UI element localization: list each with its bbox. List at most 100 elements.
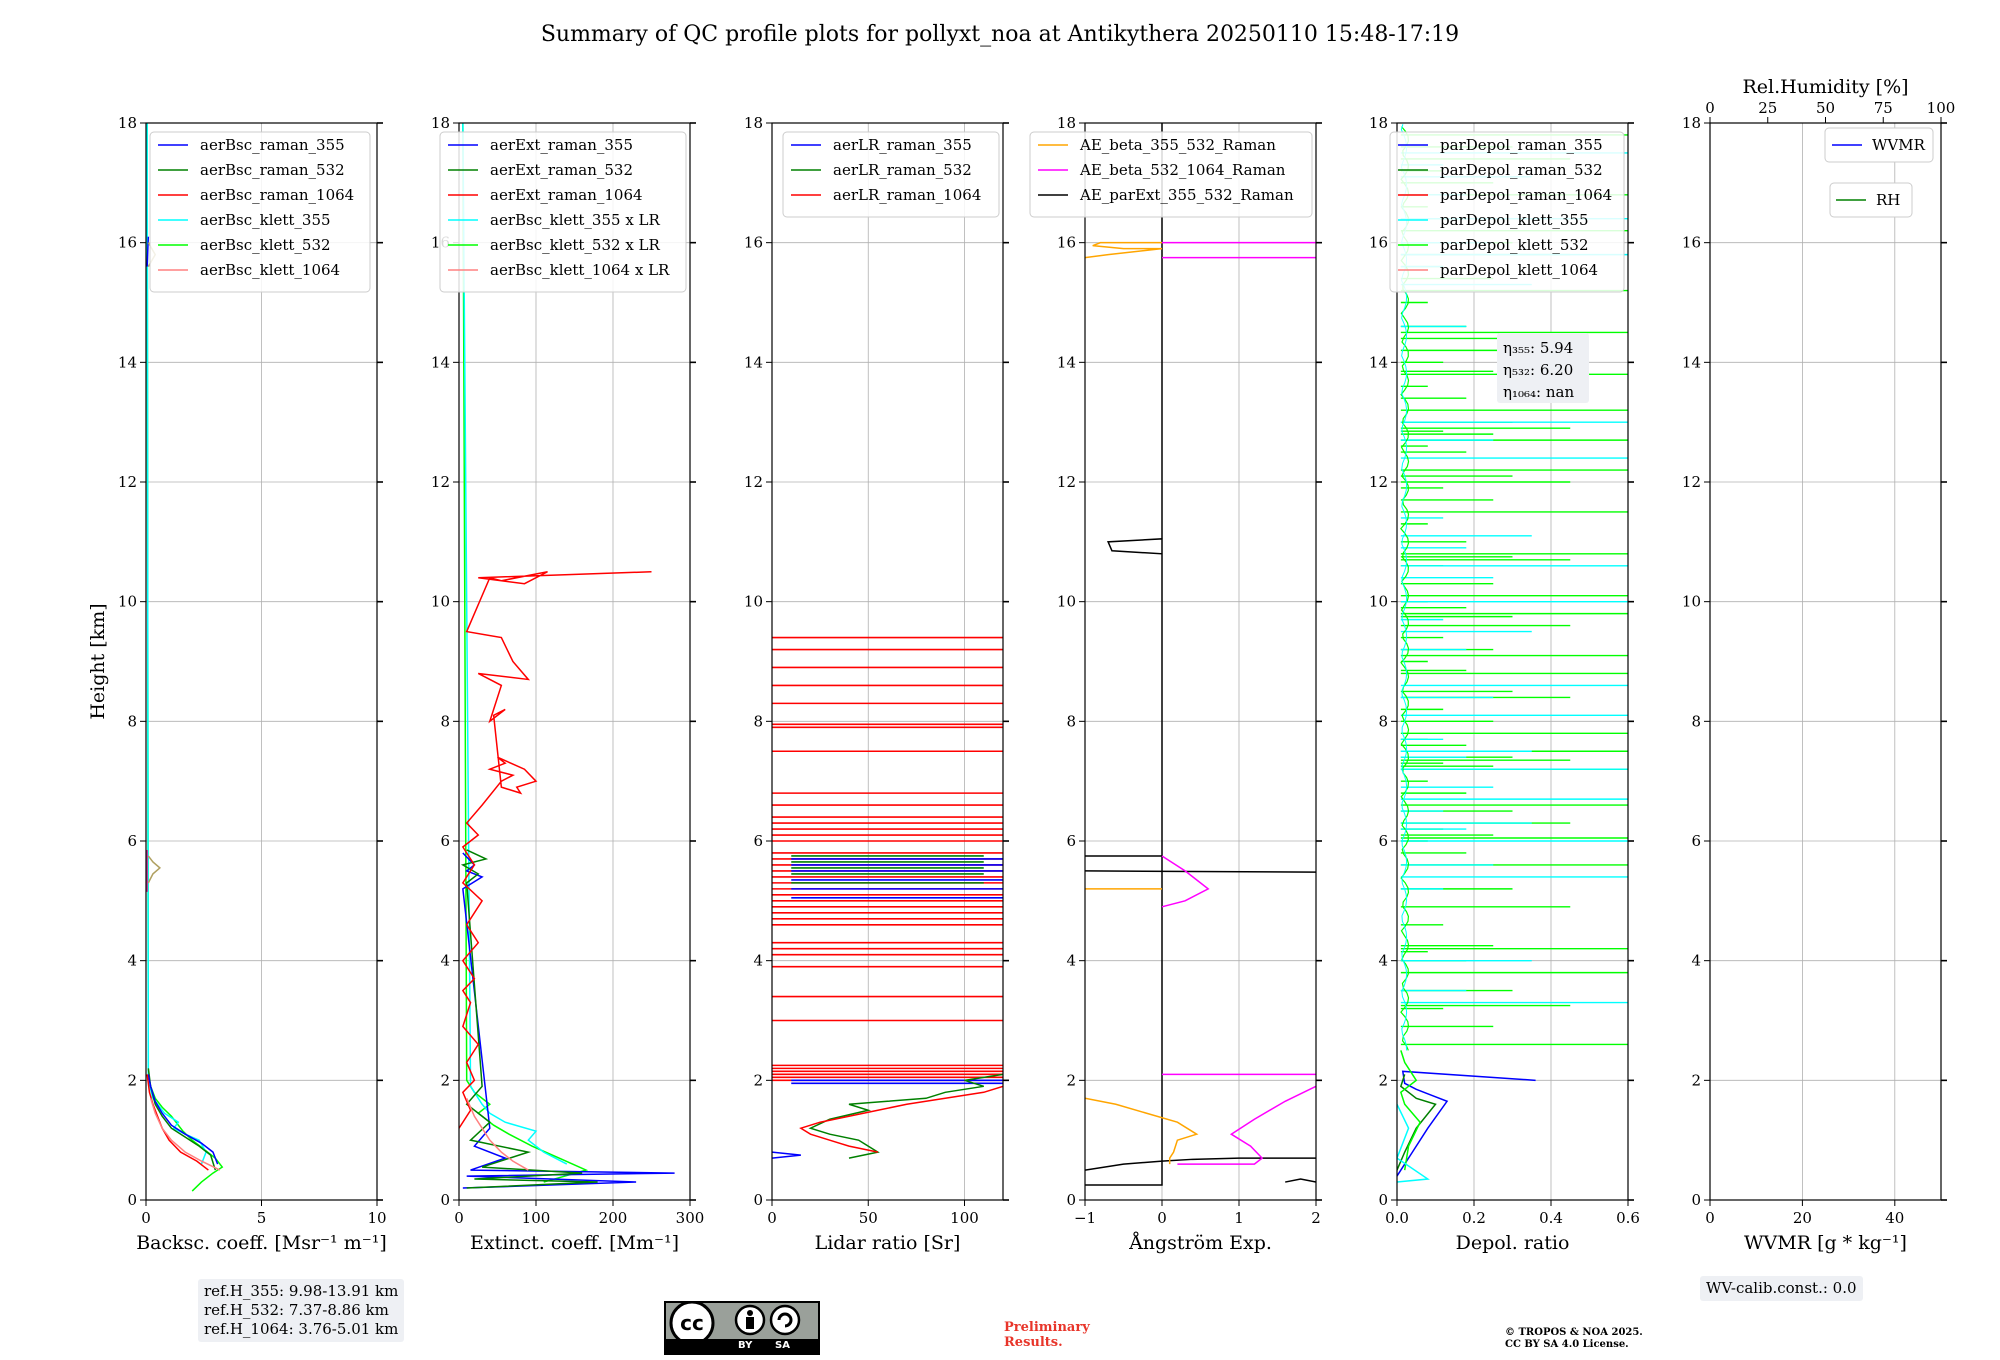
cc-by-label: BY (738, 1340, 753, 1351)
series-line-aerbsc-raman-355 (146, 236, 150, 267)
data-layer (459, 123, 675, 1189)
x-tick-label: 2 (1311, 1209, 1321, 1227)
ref-height-355: ref.H_355: 9.98-13.91 km (204, 1282, 399, 1300)
legend-entry-label: aerBsc_klett_355 x LR (490, 211, 661, 229)
y-tick-label: 10 (1057, 593, 1076, 611)
y-tick-label: 12 (1369, 473, 1388, 491)
y-tick-label: 4 (753, 952, 763, 970)
y-tick-label: 14 (1057, 353, 1076, 371)
legend-entry-label: aerBsc_klett_355 (200, 211, 331, 229)
y-tick-label: 10 (1682, 593, 1701, 611)
y-tick-label: 10 (1369, 593, 1388, 611)
x-tick-label: −1 (1074, 1209, 1096, 1227)
y-tick-label: 0 (127, 1191, 137, 1209)
x-tick-label: 100 (950, 1209, 979, 1227)
series-line-ae-parext-355-532-raman (1085, 1074, 1163, 1186)
y-tick-label: 6 (1066, 832, 1076, 850)
y-tick-label: 8 (1066, 712, 1076, 730)
x-tick-label: 20 (1793, 1209, 1812, 1227)
series-line-ae-beta-355-532-raman (1085, 241, 1163, 259)
series-line-aerbsc-klett-1064 (149, 1098, 221, 1171)
preliminary-results-note: Preliminary Results. (1004, 1320, 1090, 1350)
x-tick-label: 200 (599, 1209, 628, 1227)
y-tick-label: 4 (127, 952, 137, 970)
series-line-ae-parext-355-532-raman (1085, 870, 1316, 873)
legend-entry-label: AE_beta_355_532_Raman (1079, 136, 1276, 154)
series-line-aerlr-raman-532 (808, 1073, 1003, 1159)
y-tick-label: 6 (1378, 832, 1388, 850)
legend-entry-label: AE_beta_532_1064_Raman (1079, 161, 1286, 179)
x-tick-label: 0.0 (1385, 1209, 1409, 1227)
cc-license-badge: cc BY SA (664, 1301, 820, 1355)
legend-box (439, 131, 687, 293)
y-tick-label: 0 (753, 1191, 763, 1209)
legend-entry-label: parDepol_raman_1064 (1440, 186, 1612, 204)
axes-frame (1709, 122, 1942, 1201)
x-tick-label: 1 (1234, 1209, 1244, 1227)
legend-box (149, 131, 371, 293)
y-tick-label: 18 (1057, 114, 1076, 132)
legend-entry-label: aerBsc_klett_1064 (200, 261, 340, 279)
x-axis-label: Backsc. coeff. [Msr⁻¹ m⁻¹] (136, 1232, 387, 1254)
preliminary-line-1: Preliminary (1004, 1320, 1090, 1335)
series-line-aerbsc-klett-1064 (147, 855, 162, 884)
y-tick-label: 6 (1691, 832, 1701, 850)
legend-entry-label: aerExt_raman_355 (490, 136, 633, 154)
y-tick-label: 4 (440, 952, 450, 970)
cc-badge-graphic: cc (666, 1303, 818, 1339)
legend-entry-label: parDepol_raman_532 (1440, 161, 1603, 179)
y-tick-label: 10 (744, 593, 763, 611)
y-tick-label: 6 (753, 832, 763, 850)
y-tick-label: 8 (1691, 712, 1701, 730)
legend-entry-label: aerBsc_raman_1064 (200, 186, 354, 204)
series-line-aerbsc-klett-1064-x-lr (466, 1097, 529, 1171)
y-tick-label: 6 (440, 832, 450, 850)
y-tick-label: 8 (753, 712, 763, 730)
y-tick-label: 16 (118, 234, 137, 252)
x-tick-label: 0.2 (1462, 1209, 1486, 1227)
y-tick-label: 2 (1378, 1071, 1388, 1089)
y-tick-label: 6 (127, 832, 137, 850)
y-tick-label: 12 (431, 473, 450, 491)
top-axis-label: Rel.Humidity [%] (1742, 76, 1908, 98)
x-tick-label: 0 (767, 1209, 777, 1227)
ref-height-532: ref.H_532: 7.37-8.86 km (204, 1301, 389, 1319)
chart-panel-backscatter: 0 5 10 0 2 4 6 8 10 12 14 16 18 Backsc. coeff. [Msr⁻¹… (87, 114, 387, 1254)
y-tick-label: 12 (744, 473, 763, 491)
series-line-ae-parext-355-532-raman (1285, 1178, 1316, 1183)
legend-entry-label: aerLR_raman_1064 (833, 186, 981, 204)
y-tick-label: 8 (127, 712, 137, 730)
y-tick-label: 14 (1369, 353, 1388, 371)
y-tick-label: 4 (1066, 952, 1076, 970)
x-axis-label: Depol. ratio (1456, 1232, 1570, 1254)
legend-entry-label: aerBsc_raman_355 (200, 136, 345, 154)
y-tick-label: 8 (440, 712, 450, 730)
y-tick-label: 18 (118, 114, 137, 132)
chart-panel-wvmr: 0 20 40 0 2 4 6 8 10 12 14 16 18 WVMR [g * kg⁻¹] 0 25 50… (1682, 76, 1955, 1254)
reference-heights-box: ref.H_355: 9.98-13.91 km ref.H_532: 7.37… (198, 1279, 405, 1342)
series-line-pardepol-raman-355 (1397, 1070, 1536, 1177)
series-line-aerext-raman-532 (460, 849, 598, 1189)
preliminary-line-2: Results. (1004, 1335, 1063, 1350)
series-line-ae-parext-355-532-raman (1106, 123, 1163, 856)
y-tick-label: 4 (1378, 952, 1388, 970)
y-tick-label: 14 (431, 353, 450, 371)
figure-title: Summary of QC profile plots for pollyxt_… (540, 22, 1460, 47)
series-line-ae-parext-355-532-raman (1085, 1157, 1316, 1171)
y-tick-label: 8 (1378, 712, 1388, 730)
chart-panel-lidar_ratio: 0 50 100 0 2 4 6 8 10 12 14 16 18 Lidar ratio [Sr] aer… (744, 114, 1009, 1254)
series-line-pardepol-klett-355 (1397, 1103, 1430, 1183)
axes-frame (771, 122, 1004, 1201)
series-line-ae-beta-532-1064-raman (1177, 1085, 1316, 1165)
series-line-aerlr-raman-355 (772, 1151, 801, 1159)
y-tick-label: 2 (127, 1071, 137, 1089)
y-tick-label: 16 (1369, 234, 1388, 252)
series-line-aerext-raman-1064 (459, 571, 652, 1129)
cc-badge-cc-text: cc (680, 1311, 704, 1335)
y-tick-label: 10 (118, 593, 137, 611)
cc-sa-label: SA (775, 1340, 790, 1351)
data-layer (146, 123, 224, 1192)
y-tick-label: 14 (744, 353, 763, 371)
